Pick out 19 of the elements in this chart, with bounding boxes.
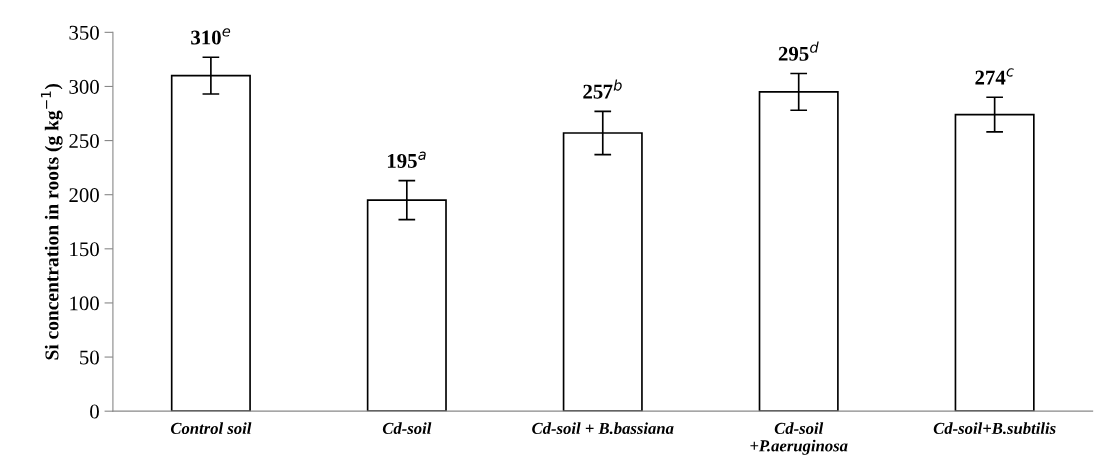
data-label: 310$^{e}$ bbox=[191, 28, 231, 45]
x-tick-label: Cd-soil bbox=[382, 422, 432, 435]
y-tick-label: 0 bbox=[90, 404, 99, 419]
x-tick-label: Cd-soil +P.aeruginosa bbox=[750, 422, 848, 455]
y-tick-label: 50 bbox=[80, 350, 99, 365]
data-label: 295$^{d}$ bbox=[778, 41, 819, 61]
x-tick-label: Control soil bbox=[170, 422, 252, 435]
y-tick-label: 350 bbox=[69, 25, 99, 40]
data-label: 274$^{c}$ bbox=[975, 68, 1014, 85]
y-tick-label: 250 bbox=[69, 133, 99, 149]
y-axis-title: Si concentration in roots (g kg$^{−1}$) bbox=[40, 84, 63, 360]
y-tick-label: 150 bbox=[70, 242, 99, 257]
x-tick-label: Cd-soil + B.bassiana bbox=[532, 422, 674, 435]
data-label: 257$^{b}$ bbox=[583, 79, 622, 99]
y-tick-label: 200 bbox=[69, 188, 99, 203]
y-tick-label: 100 bbox=[70, 296, 99, 311]
y-tick-label: 300 bbox=[69, 79, 99, 94]
x-tick-label: Cd-soil+B.subtilis bbox=[933, 422, 1056, 435]
data-label: 195$^{a}$ bbox=[387, 151, 426, 168]
